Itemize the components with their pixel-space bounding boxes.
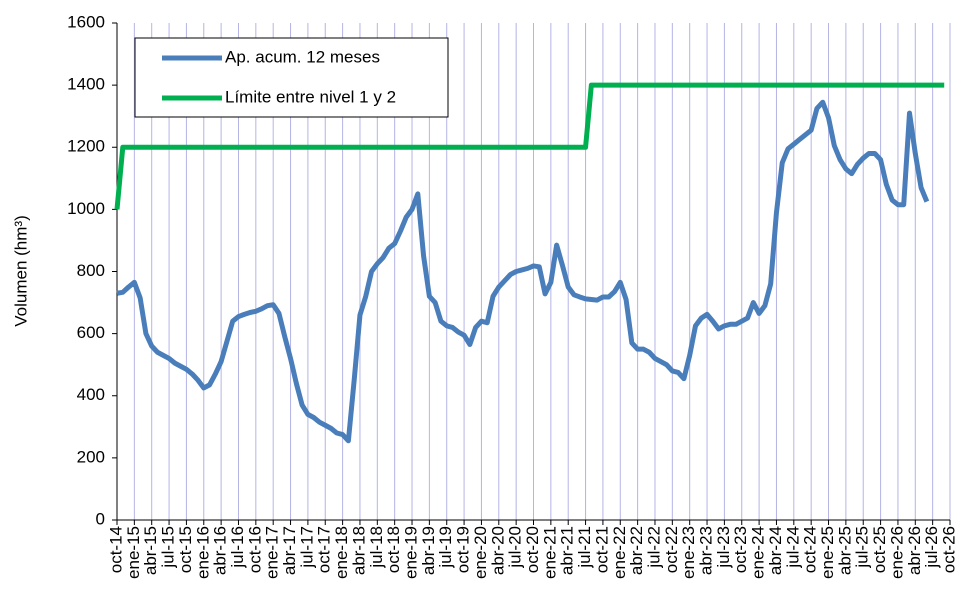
x-tick-label: abr-17	[280, 526, 299, 575]
x-tick-label: jul-19	[436, 526, 455, 569]
x-tick-label: jul-16	[228, 526, 247, 569]
x-tick-label: ene-15	[124, 526, 143, 579]
x-tick-label: jul-17	[297, 526, 316, 569]
y-tick-label: 1200	[67, 137, 105, 156]
x-tick-label: ene-20	[471, 526, 490, 579]
x-tick-label: oct-14	[106, 526, 125, 573]
x-tick-label: abr-18	[349, 526, 368, 575]
x-tick-label: ene-18	[332, 526, 351, 579]
x-tick-label: ene-24	[749, 526, 768, 579]
x-tick-label: jul-22	[644, 526, 663, 569]
x-tick-label: ene-17	[263, 526, 282, 579]
x-tick-label: abr-16	[211, 526, 230, 575]
x-tick-label: abr-15	[141, 526, 160, 575]
y-tick-label: 1600	[67, 12, 105, 31]
x-tick-label: jul-15	[159, 526, 178, 569]
x-tick-label: oct-16	[245, 526, 264, 573]
y-axis-label: Volumen (hm³)	[11, 215, 30, 326]
x-tick-label: oct-21	[592, 526, 611, 573]
x-tick-label: abr-19	[419, 526, 438, 575]
x-tick-label: oct-22	[662, 526, 681, 573]
y-tick-label: 0	[96, 509, 105, 528]
legend-label: Límite entre nivel 1 y 2	[225, 87, 396, 106]
x-tick-label: oct-15	[176, 526, 195, 573]
x-tick-label: oct-18	[384, 526, 403, 573]
y-tick-label: 400	[77, 385, 105, 404]
x-tick-label: jul-26	[922, 526, 941, 569]
x-tick-label: jul-21	[575, 526, 594, 569]
x-tick-label: oct-17	[315, 526, 334, 573]
x-tick-label: oct-24	[801, 526, 820, 573]
x-tick-label: oct-26	[939, 526, 958, 573]
series-line	[114, 82, 945, 210]
legend-label: Ap. acum. 12 meses	[225, 47, 380, 66]
x-tick-label: oct-20	[523, 526, 542, 573]
y-tick-label: 1400	[67, 75, 105, 94]
x-tick-label: jul-23	[714, 526, 733, 569]
x-tick-label: ene-25	[818, 526, 837, 579]
x-tick-label: ene-16	[193, 526, 212, 579]
y-tick-label: 800	[77, 261, 105, 280]
x-tick-label: ene-26	[887, 526, 906, 579]
x-tick-label: jul-18	[367, 526, 386, 569]
x-tick-label: ene-19	[402, 526, 421, 579]
x-tick-label: ene-21	[540, 526, 559, 579]
x-tick-label: abr-20	[488, 526, 507, 575]
x-tick-label: oct-25	[870, 526, 889, 573]
y-tick-label: 200	[77, 447, 105, 466]
y-tick-label: 600	[77, 323, 105, 342]
series-line	[116, 99, 930, 444]
x-tick-label: abr-24	[766, 526, 785, 575]
x-tick-label: oct-19	[454, 526, 473, 573]
x-tick-label: abr-26	[905, 526, 924, 575]
x-tick-label: abr-21	[558, 526, 577, 575]
x-tick-label: abr-22	[627, 526, 646, 575]
x-tick-label: ene-22	[610, 526, 629, 579]
x-tick-label: jul-24	[783, 526, 802, 569]
x-tick-label: oct-23	[731, 526, 750, 573]
x-tick-label: abr-23	[697, 526, 716, 575]
x-tick-label: jul-25	[853, 526, 872, 569]
x-tick-label: ene-23	[679, 526, 698, 579]
x-tick-label: jul-20	[506, 526, 525, 569]
y-tick-label: 1000	[67, 199, 105, 218]
x-tick-label: abr-25	[835, 526, 854, 575]
legend-box	[134, 37, 449, 118]
